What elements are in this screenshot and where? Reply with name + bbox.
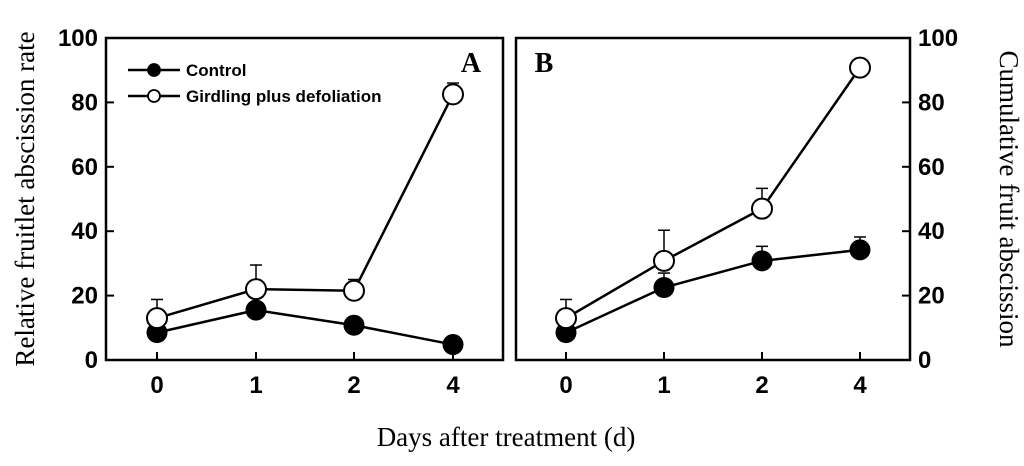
panel-label: A bbox=[461, 48, 482, 79]
y-tick-label: 0 bbox=[85, 347, 98, 374]
data-point bbox=[653, 249, 675, 272]
y-tick-label: 60 bbox=[918, 154, 945, 181]
data-point bbox=[653, 277, 675, 299]
data-point bbox=[245, 278, 267, 301]
panel-a: A 0 20 40 60 80 100 0 1 2 4 Relative fruitlet absci… bbox=[10, 25, 505, 399]
x-tick-label: 4 bbox=[446, 372, 460, 399]
y-tick-label: 20 bbox=[71, 283, 98, 310]
x-tick-label: 2 bbox=[755, 372, 768, 399]
y-tick-label: 60 bbox=[71, 154, 98, 181]
legend-marker bbox=[147, 63, 161, 77]
series-line bbox=[565, 66, 862, 320]
series-girdling bbox=[555, 56, 871, 330]
data-point bbox=[343, 314, 365, 336]
series-line bbox=[156, 93, 455, 320]
y-tick-label: 100 bbox=[918, 25, 958, 52]
panel-label: B bbox=[535, 48, 554, 79]
y-axis-title: Relative fruitlet abscission rate bbox=[10, 31, 40, 366]
legend-marker bbox=[147, 89, 161, 103]
data-point bbox=[442, 334, 464, 356]
panel-b: B 0 20 40 60 80 100 0 1 2 4 Cumulative fruit abscis… bbox=[514, 25, 1024, 399]
y-tick-label: 100 bbox=[58, 25, 98, 52]
series-control bbox=[146, 299, 464, 356]
data-point bbox=[849, 239, 871, 261]
data-point bbox=[751, 197, 773, 220]
series-control bbox=[555, 236, 871, 344]
data-point bbox=[555, 307, 577, 330]
series-line bbox=[565, 248, 861, 334]
legend-item: Control bbox=[128, 61, 246, 80]
x-axis-title: Days after treatment (d) bbox=[377, 422, 636, 452]
legend-label: Control bbox=[186, 61, 246, 80]
x-tick-label: 2 bbox=[347, 372, 360, 399]
legend: Control Girdling plus defoliation bbox=[128, 61, 382, 106]
data-point bbox=[146, 307, 168, 330]
plot-frame bbox=[514, 36, 912, 362]
y-tick-label: 80 bbox=[918, 89, 945, 116]
series-girdling bbox=[146, 82, 464, 330]
x-tick-label: 1 bbox=[249, 372, 262, 399]
data-point bbox=[245, 299, 267, 321]
y-axis-title: Cumulative fruit abscission bbox=[994, 51, 1024, 348]
data-point bbox=[849, 56, 871, 79]
x-tick-label: 0 bbox=[150, 372, 163, 399]
y-tick-label: 20 bbox=[918, 283, 945, 310]
y-tick-label: 40 bbox=[71, 218, 98, 245]
plot-frame bbox=[104, 36, 505, 362]
data-point bbox=[442, 83, 464, 106]
data-point bbox=[751, 250, 773, 272]
x-tick-label: 0 bbox=[559, 372, 572, 399]
legend-item: Girdling plus defoliation bbox=[128, 87, 382, 106]
series-line bbox=[156, 308, 454, 346]
y-tick-label: 80 bbox=[71, 89, 98, 116]
data-point bbox=[343, 279, 365, 302]
legend-label: Girdling plus defoliation bbox=[186, 87, 382, 106]
x-tick-label: 1 bbox=[657, 372, 670, 399]
y-tick-label: 40 bbox=[918, 218, 945, 245]
y-tick-label: 0 bbox=[918, 347, 931, 374]
x-tick-label: 4 bbox=[853, 372, 867, 399]
